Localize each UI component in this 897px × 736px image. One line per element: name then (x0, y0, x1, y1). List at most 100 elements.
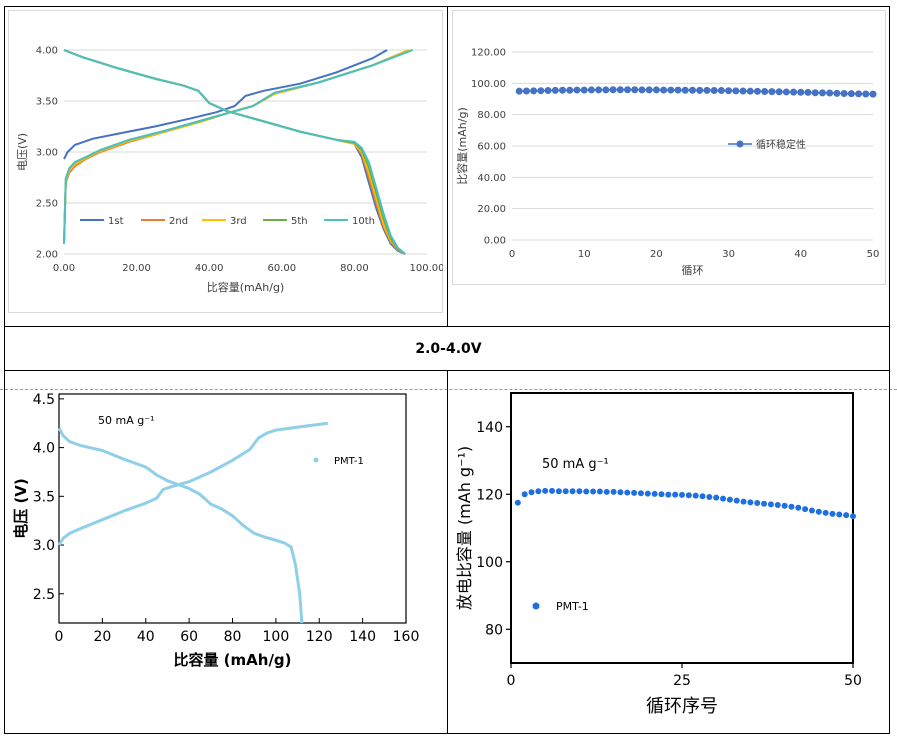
legend-label: 循环稳定性 (756, 138, 806, 151)
data-point (685, 492, 692, 499)
data-point (862, 90, 870, 98)
data-point (595, 86, 603, 94)
x-tick-label: 50 (844, 673, 862, 689)
data-point (850, 513, 856, 520)
data-point (674, 86, 682, 94)
y-tick-label: 4.0 (33, 441, 55, 457)
y-tick-label: 40.00 (477, 173, 506, 184)
data-point (530, 87, 538, 95)
x-axis-label: 比容量(mAh/g) (207, 280, 284, 294)
chart-panel-frame-2 (452, 10, 886, 285)
x-tick-label: 0 (55, 629, 64, 645)
y-axis-label: 电压(V) (16, 133, 29, 171)
y-tick-label: 80.00 (477, 110, 506, 121)
data-point (562, 488, 569, 495)
data-point (559, 86, 567, 94)
data-point (790, 88, 798, 96)
data-point (720, 495, 727, 502)
data-point (761, 87, 769, 95)
legend-label: 5th (291, 216, 308, 227)
data-point (833, 89, 841, 97)
data-point (699, 493, 706, 500)
y-tick-label: 20.00 (477, 204, 506, 215)
data-point (795, 504, 802, 511)
data-point (617, 489, 624, 496)
data-point (808, 507, 815, 514)
data-point (535, 488, 542, 495)
y-axis-label: 放电比容量 (mAh g⁻¹) (455, 446, 474, 610)
data-point (726, 496, 733, 503)
voltage-capacity-chart: 2.00 2.50 3.00 3.50 4.00 0.00 20.00 40.00 60.00 8… (16, 46, 443, 295)
data-point (665, 491, 672, 498)
data-point (537, 87, 545, 95)
data-point (732, 87, 740, 95)
data-point (840, 90, 848, 98)
data-point (768, 88, 776, 96)
table-border-row1 (4, 326, 890, 327)
y-tick-label: 2.5 (33, 587, 55, 603)
data-point (644, 490, 651, 497)
data-point (781, 502, 788, 509)
y-axis-label: 电压 (V) (12, 478, 30, 539)
data-point (602, 86, 610, 94)
x-axis-label: 循环 (682, 264, 704, 277)
discharge-curve (57, 427, 304, 624)
x-tick-label: 0.00 (53, 263, 75, 274)
y-tick-label: 0.00 (484, 236, 506, 247)
y-tick-label: 120.00 (471, 48, 506, 59)
x-tick-label: 160 (393, 629, 420, 645)
legend-label: 3rd (230, 216, 247, 227)
x-tick-label: 20.00 (122, 263, 151, 274)
data-point (542, 487, 549, 494)
data-point (706, 493, 713, 500)
table-dashed-guide (0, 389, 897, 390)
data-point (836, 511, 843, 518)
data-point (774, 502, 781, 509)
data-point (689, 86, 696, 94)
data-point (658, 491, 665, 498)
data-point (739, 87, 747, 95)
table-border-bottom (4, 733, 890, 734)
data-point (725, 87, 733, 95)
y-tick-label: 4.5 (33, 392, 55, 408)
data-point (551, 86, 559, 94)
x-tick-label: 40.00 (195, 263, 224, 274)
data-point (740, 498, 747, 505)
data-point (822, 509, 829, 516)
x-tick-label: 80.00 (340, 263, 369, 274)
x-tick-label: 50 (867, 249, 880, 260)
data-point (696, 86, 704, 94)
data-point (590, 488, 597, 495)
plot-frame (510, 392, 854, 664)
data-point (713, 494, 720, 501)
y-axis-label: 比容量(mAh/g) (455, 107, 469, 184)
data-point (514, 499, 521, 506)
y-tick-label: 3.5 (33, 489, 55, 505)
data-point (811, 89, 819, 97)
data-point (521, 491, 528, 498)
x-tick-label: 100 (263, 629, 290, 645)
legend-label: PMT-1 (556, 600, 589, 613)
charge-curve (57, 421, 329, 546)
data-point (583, 488, 590, 495)
data-point (679, 491, 685, 498)
x-axis-label: 比容量 (mAh/g) (173, 651, 291, 669)
data-point (782, 88, 790, 96)
data-point (609, 86, 617, 94)
data-point (651, 490, 658, 497)
x-axis-label: 循环序号 (646, 696, 718, 717)
table-border-right (889, 6, 890, 733)
data-point (515, 87, 523, 95)
data-point (672, 491, 679, 498)
y-tick-label: 60.00 (477, 142, 506, 153)
data-point (624, 86, 632, 94)
data-point (747, 499, 754, 506)
x-tick-label: 20 (650, 249, 663, 260)
table-divider-bottom (447, 370, 448, 733)
data-point (610, 488, 617, 495)
data-point (767, 501, 774, 508)
charge-curve (63, 49, 388, 160)
data-point (826, 89, 834, 97)
x-tick-label: 60.00 (267, 263, 296, 274)
data-point (788, 503, 795, 510)
